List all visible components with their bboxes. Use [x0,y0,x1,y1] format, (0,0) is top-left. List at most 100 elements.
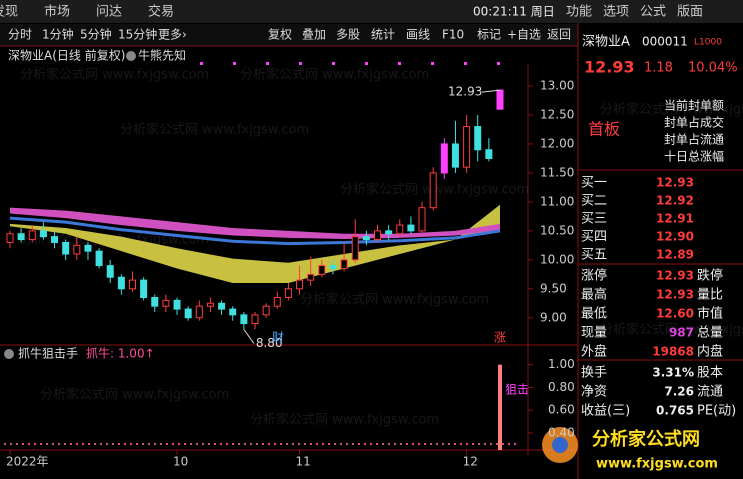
baseline-dot [310,443,312,445]
book-label: 买三 [581,212,607,227]
y-tick-label: 0.60 [548,403,575,417]
baseline-dot [448,443,450,445]
baseline-dot [226,443,228,445]
baseline-dot [262,443,264,445]
baseline-dot [172,443,174,445]
stat-label: 跌停 [697,268,723,284]
toolbar-item[interactable]: F10 [442,28,464,42]
stat-label: 量比 [697,288,723,303]
baseline-dot [424,443,426,445]
candle-body [284,288,292,298]
toolbar-item[interactable]: +自选 [507,28,541,42]
menu-item[interactable]: 选项 [603,5,629,20]
toolbar-item[interactable]: 15分钟 [118,27,157,42]
toolbar-item[interactable]: 分时 [8,28,32,42]
menu-item[interactable]: 功能 [566,5,592,20]
baseline-dot [352,443,354,445]
baseline-dot [214,443,216,445]
book-label: 买四 [581,230,607,245]
toolbar-item[interactable]: 更多› [158,28,187,42]
toolbar-item[interactable]: 叠加 [302,28,326,42]
candle-body [340,259,348,270]
baseline-dot [298,443,300,445]
baseline-dot [508,443,510,445]
baseline-dot [334,443,336,445]
baseline-dot [196,443,198,445]
menu-item[interactable]: 版面 [677,5,703,20]
menu-item[interactable]: 问达 [96,5,122,20]
y-tick-label: 13.00 [540,79,574,93]
baseline-dot [184,443,186,445]
toolbar-item[interactable]: 返回 [547,28,571,42]
logo: 分析家公式网 www.fxjgsw.com [542,427,718,472]
candle-body [307,273,315,281]
baseline-dot [76,443,78,445]
menu-item[interactable]: 发现 [0,4,18,20]
baseline-dot [178,443,180,445]
baseline-dot [250,443,252,445]
toolbar-item[interactable]: 复权 [268,28,292,42]
watermark: 分析家公式网 www.fxjgsw.com [600,102,743,118]
y-tick-label: 1.00 [548,357,575,371]
book-price: 12.92 [656,194,694,208]
watermark: 分析家公式网 www.fxjgsw.com [250,412,439,428]
change: 1.18 [644,61,673,76]
candle-body [17,233,25,241]
baseline-dot [304,443,306,445]
baseline-dot [166,443,168,445]
annotation-arrow [243,329,255,344]
annotation-arrow [481,89,501,93]
baseline-dot [202,443,204,445]
toolbar-item[interactable]: 统计 [371,28,395,42]
logo-title: 分析家公式网 [592,428,700,450]
baseline-dot [190,443,192,445]
candle-body [51,236,59,243]
baseline-dot [460,443,462,445]
baseline-dot [244,443,246,445]
baseline-dot [70,443,72,445]
baseline-dot [112,443,114,445]
baseline-dot [94,443,96,445]
candle-body [206,302,214,307]
baseline-dot [130,443,132,445]
candle-body [318,265,326,275]
baseline-dot [208,443,210,445]
fund-value: 7.26 [664,385,694,399]
baseline-dot [340,443,342,445]
baseline-dot [118,443,120,445]
candle-body [474,126,482,151]
candle-body [106,265,114,278]
baseline-dot [388,443,390,445]
baseline-dot [280,443,282,445]
menu-item[interactable]: 公式 [640,5,666,20]
baseline-dot [22,443,24,445]
toolbar-item[interactable]: 1分钟 [42,27,74,42]
baseline-dot [136,443,138,445]
baseline-dot [58,443,60,445]
candle-body [407,224,415,232]
signal-bar [498,364,502,450]
toolbar-item[interactable]: 5分钟 [80,27,112,42]
ma-band [10,204,500,284]
baseline-dot [10,443,12,445]
y-tick-label: 9.00 [540,310,567,324]
baseline-dot [286,443,288,445]
candle-body [73,244,81,255]
toolbar-item[interactable]: 标记 [477,28,501,42]
candle-body [6,233,14,243]
fund-label: 换手 [581,366,607,381]
menu-item[interactable]: 市场 [44,4,70,20]
change-pct: 10.04% [688,61,738,76]
book-price: 12.89 [656,248,694,262]
baseline-dot [472,443,474,445]
toolbar-item[interactable]: 画线 [406,28,430,42]
candle-body [385,230,393,235]
candle-body [440,143,448,174]
candle-body [62,241,70,255]
top-dot [431,62,434,65]
candle-body [28,230,36,241]
toolbar-item[interactable]: 多股 [336,28,360,42]
menu-item[interactable]: 交易 [148,4,174,20]
stat-label: 市值 [697,306,723,322]
baseline-dot [400,443,402,445]
